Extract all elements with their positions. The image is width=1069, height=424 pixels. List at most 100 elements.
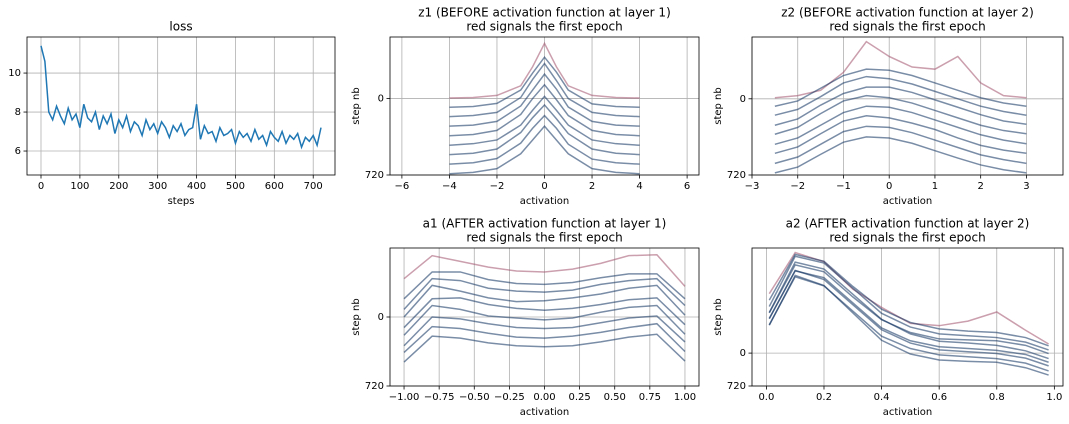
ridge-curve xyxy=(768,255,1049,351)
ridge-curve xyxy=(768,269,1049,363)
x-tick-label: 1.00 xyxy=(674,392,696,403)
subplot: a1 (AFTER activation function at layer 1… xyxy=(351,217,700,418)
x-tick-label: −0.50 xyxy=(459,392,490,403)
plot-area xyxy=(774,40,1027,174)
chart-title: a1 (AFTER activation function at layer 1… xyxy=(423,217,667,231)
y-axis-label: step nb xyxy=(713,87,724,125)
x-tick-label: −0.25 xyxy=(494,392,525,403)
ridge-curve xyxy=(774,68,1027,107)
x-axis-label: activation xyxy=(520,407,570,418)
y-axis-label: step nb xyxy=(713,298,724,336)
y-tick-label: 8 xyxy=(15,107,21,118)
y-tick-label: 6 xyxy=(15,146,21,157)
ridge-curve xyxy=(774,105,1027,146)
x-tick-label: 6 xyxy=(684,181,690,192)
x-tick-label: 200 xyxy=(109,181,128,192)
ridge-curve xyxy=(449,114,640,165)
chart-title: loss xyxy=(169,20,192,34)
subplot: z2 (BEFORE activation function at layer … xyxy=(713,6,1064,207)
y-axis-label: step nb xyxy=(351,87,362,125)
x-tick-label: 1 xyxy=(932,181,938,192)
ridge-curve xyxy=(449,125,640,175)
x-tick-label: 0 xyxy=(541,181,547,192)
axes-frame xyxy=(751,247,1064,387)
subplot: loss 0 100 200 300 400 500 600 700 6 8 10 steps xyxy=(8,20,336,207)
ridge-curve xyxy=(768,264,1049,355)
x-tick-label: −4 xyxy=(442,181,457,192)
y-tick-label: 0 xyxy=(378,94,384,105)
plot-area xyxy=(403,253,686,363)
y-tick-label: 720 xyxy=(365,170,384,181)
x-tick-label: −0.75 xyxy=(424,392,455,403)
x-tick-label: 0.6 xyxy=(931,392,947,403)
loss-line xyxy=(40,45,322,150)
ridge-curve xyxy=(768,274,1049,376)
x-tick-label: 0.25 xyxy=(568,392,590,403)
x-tick-label: 0.0 xyxy=(758,392,774,403)
ridge-curve xyxy=(768,269,1049,367)
axes-frame xyxy=(26,36,336,176)
y-tick-label: 720 xyxy=(727,381,746,392)
ridge-curve xyxy=(774,94,1027,135)
x-axis-label: steps xyxy=(168,196,195,207)
x-tick-label: 0.4 xyxy=(874,392,890,403)
x-tick-label: −6 xyxy=(395,181,410,192)
y-tick-label: 0 xyxy=(740,348,746,359)
ridge-curve xyxy=(449,62,640,118)
ridge-curve xyxy=(768,253,1049,347)
chart-subtitle: red signals the first epoch xyxy=(829,231,985,245)
ridge-curve xyxy=(774,40,1027,99)
ridge-curve xyxy=(449,95,640,147)
x-tick-label: −2 xyxy=(490,181,505,192)
chart-title: z2 (BEFORE activation function at layer … xyxy=(781,6,1034,20)
x-tick-label: 300 xyxy=(148,181,167,192)
ridge-curve xyxy=(403,253,686,287)
x-tick-label: 500 xyxy=(226,181,245,192)
x-tick-label: −1 xyxy=(836,181,851,192)
y-tick-label: 10 xyxy=(8,68,21,79)
chart-title: a2 (AFTER activation function at layer 2… xyxy=(786,217,1030,231)
ridge-curve xyxy=(403,304,686,336)
ridge-curve xyxy=(449,41,640,99)
x-tick-label: 1.0 xyxy=(1046,392,1062,403)
x-tick-label: 600 xyxy=(265,181,284,192)
x-axis-label: activation xyxy=(883,407,933,418)
x-tick-label: 0.75 xyxy=(639,392,661,403)
x-axis-label: activation xyxy=(883,196,933,207)
ridge-curve xyxy=(774,86,1027,126)
y-tick-label: 720 xyxy=(365,381,384,392)
x-tick-label: 100 xyxy=(70,181,89,192)
ridge-curve xyxy=(403,322,686,354)
x-tick-label: 700 xyxy=(304,181,323,192)
axes-frame xyxy=(751,36,1064,176)
plot-area xyxy=(40,45,322,150)
x-tick-label: 2 xyxy=(589,181,595,192)
y-tick-label: 720 xyxy=(727,170,746,181)
ridge-curve xyxy=(768,261,1049,360)
x-tick-label: −2 xyxy=(790,181,805,192)
x-tick-label: 0.50 xyxy=(604,392,626,403)
x-tick-label: 4 xyxy=(636,181,642,192)
ridge-curve xyxy=(774,125,1027,165)
chart-subtitle: red signals the first epoch xyxy=(829,20,985,34)
plot-area xyxy=(768,251,1049,376)
x-tick-label: −1.00 xyxy=(389,392,420,403)
subplot: a2 (AFTER activation function at layer 2… xyxy=(713,217,1064,418)
ridge-curve xyxy=(449,103,640,156)
ridge-curve xyxy=(774,136,1027,174)
y-axis-label: step nb xyxy=(351,298,362,336)
subplot: z1 (BEFORE activation function at layer … xyxy=(351,6,700,207)
ridge-curve xyxy=(403,315,686,347)
y-tick-label: 0 xyxy=(740,94,746,105)
axes-frame xyxy=(389,247,700,387)
x-tick-label: 2 xyxy=(977,181,983,192)
x-tick-label: 0 xyxy=(886,181,892,192)
chart-subtitle: red signals the first epoch xyxy=(466,20,622,34)
plot-area xyxy=(449,41,640,175)
axes-frame xyxy=(389,36,700,176)
ridge-curve xyxy=(403,277,686,310)
ridge-curve xyxy=(403,284,686,318)
ridge-curve xyxy=(768,275,1049,372)
ridge-curve xyxy=(403,297,686,329)
